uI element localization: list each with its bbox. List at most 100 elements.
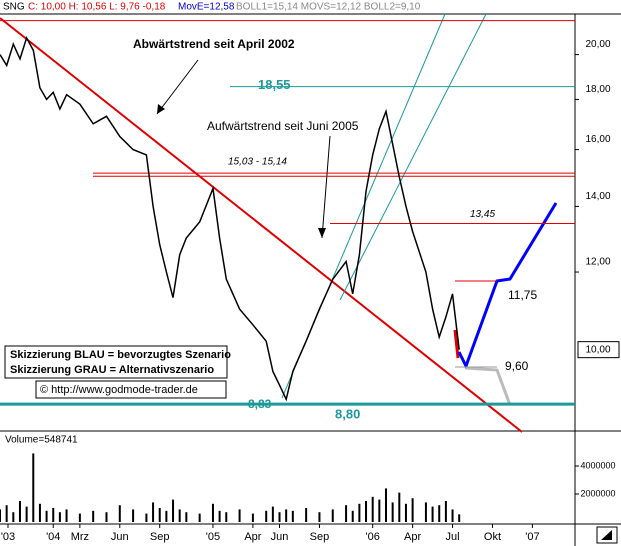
- volume-bar: [52, 508, 55, 522]
- volume-bar: [32, 453, 35, 522]
- volume-bar: [404, 503, 407, 522]
- last-price-label: 10,00: [585, 344, 610, 355]
- quote: C: 10,00 H: 10,56 L: 9,76 -0,18: [28, 2, 166, 13]
- volume-bar: [145, 513, 148, 522]
- volume-bar: [431, 506, 434, 522]
- legend-text: Skizzierung GRAU = Alternativszenario: [10, 364, 214, 376]
- volume-bar: [65, 509, 68, 522]
- volume-bar: [265, 510, 268, 522]
- volume-bar: [351, 510, 354, 522]
- volume-bar: [391, 502, 394, 522]
- legend-text: Skizzierung BLAU = bevorzugtes Szenario: [10, 349, 231, 361]
- level-label: 9,60: [505, 359, 529, 373]
- volume-bar: [105, 512, 108, 522]
- y-tick-label: 12,00: [585, 257, 610, 268]
- x-tick-label: Apr: [244, 531, 261, 543]
- volume-bar: [331, 509, 334, 522]
- price-line: [0, 35, 460, 402]
- x-tick-label: '06: [366, 531, 380, 543]
- x-tick-label: Sep: [150, 531, 170, 543]
- volume-bar: [211, 503, 214, 522]
- volume-bar: [285, 509, 288, 522]
- volume-bar: [251, 513, 254, 522]
- symbol: SNG: [3, 2, 25, 13]
- volume-bar: [12, 512, 15, 522]
- volume-bar: [305, 508, 308, 522]
- x-tick-label: Jun: [111, 531, 129, 543]
- copyright: © http://www.godmode-trader.de: [40, 384, 198, 396]
- x-tick-label: Jul: [446, 531, 460, 543]
- x-tick-label: '03: [1, 531, 15, 543]
- volume-bar: [25, 506, 28, 522]
- x-tick-label: Jun: [271, 531, 289, 543]
- volume-bar: [38, 503, 41, 522]
- volume-bar: [132, 509, 135, 522]
- y-tick-label: 20,00: [585, 39, 610, 50]
- arrowhead: [318, 228, 326, 238]
- volume-bar: [78, 513, 81, 522]
- volume-bar: [152, 502, 155, 522]
- volume-bar: [5, 505, 8, 522]
- moving-average: MovE=12,58: [178, 2, 235, 13]
- level-label: 18,55: [258, 77, 291, 92]
- volume-bar: [18, 501, 21, 522]
- downtrend-line: [0, 17, 523, 433]
- arrow: [321, 135, 331, 239]
- legend-box: [4, 345, 228, 379]
- volume-bar: [238, 509, 241, 522]
- level-label: 11,75: [508, 288, 537, 302]
- arrow: [156, 59, 199, 115]
- icon: [601, 530, 612, 540]
- arrowhead: [157, 104, 165, 114]
- volume-bar: [371, 496, 374, 522]
- copyright-box: [35, 380, 227, 399]
- volume-bar: [178, 509, 181, 522]
- volume-bar: [291, 510, 294, 522]
- bollinger: BOLL1=15,14 MOVS=12,12 BOLL2=9,10: [236, 2, 421, 13]
- volume-bar: [424, 502, 427, 522]
- scenario-gray: [465, 366, 512, 406]
- volume-bar: [165, 510, 168, 522]
- annotation: Abwärtstrend seit April 2002: [133, 37, 295, 51]
- last-price-box: [577, 341, 620, 359]
- channel-line: [339, 13, 487, 301]
- x-tick-label: Okt: [484, 531, 501, 543]
- y-tick-label: 16,00: [585, 134, 610, 145]
- volume-bar: [458, 514, 461, 522]
- annotation: Aufwärtstrend seit Juni 2005: [207, 119, 359, 133]
- y-tick-label: 2000000: [580, 488, 615, 498]
- volume-bar: [438, 505, 441, 522]
- x-tick-label: '04: [46, 531, 60, 543]
- volume-bar: [45, 510, 48, 522]
- volume-bar: [398, 492, 401, 522]
- volume-bar: [278, 512, 281, 522]
- volume-bar: [451, 509, 454, 522]
- volume-bar: [384, 488, 387, 522]
- level-label: 8,80: [335, 407, 360, 422]
- red-segment: [453, 329, 460, 359]
- level-label: 13,45: [470, 209, 495, 220]
- volume-bar: [185, 512, 188, 522]
- volume-bar: [198, 513, 201, 522]
- volume-bar: [358, 503, 361, 522]
- x-tick-label: Mrz: [71, 531, 89, 543]
- y-tick-label: 18,00: [585, 84, 610, 95]
- volume-bar: [345, 505, 348, 522]
- volume-bar: [172, 499, 175, 522]
- volume-bar: [218, 510, 221, 522]
- volume-bar: [118, 505, 121, 522]
- volume-bar: [378, 499, 381, 522]
- x-tick-label: '05: [206, 531, 220, 543]
- volume-bar: [411, 498, 414, 522]
- x-tick-label: '07: [525, 531, 539, 543]
- annotation: 15,03 - 15,14: [228, 157, 287, 168]
- volume-bar: [58, 512, 61, 522]
- volume-bar: [158, 508, 161, 522]
- x-tick-label: Apr: [404, 531, 421, 543]
- volume-bar: [225, 512, 228, 522]
- volume-bar: [0, 509, 1, 522]
- volume-label: Volume=548741: [5, 435, 78, 446]
- volume-bar: [271, 506, 274, 522]
